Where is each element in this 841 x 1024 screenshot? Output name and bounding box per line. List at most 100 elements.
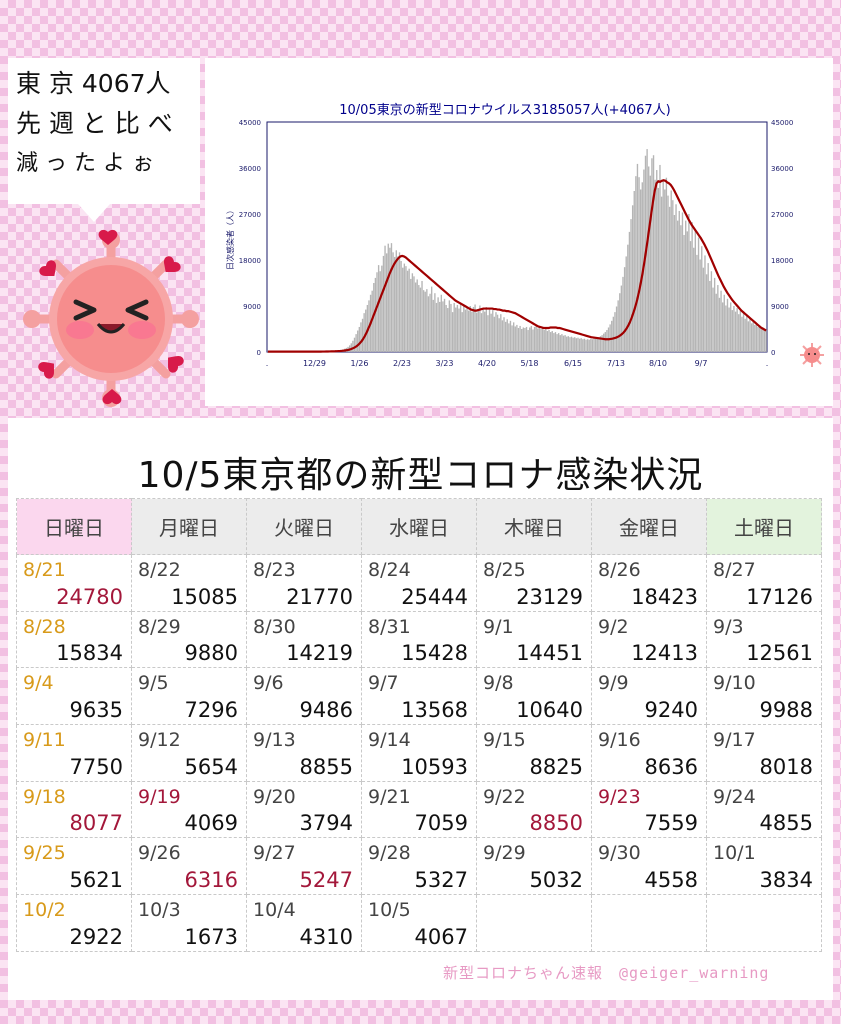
bar bbox=[752, 320, 754, 352]
bar bbox=[567, 336, 570, 352]
bar bbox=[508, 323, 510, 352]
bar bbox=[453, 302, 455, 352]
cell-value: 4310 bbox=[299, 924, 353, 949]
bar bbox=[530, 325, 533, 352]
cell-date: 8/31 bbox=[368, 615, 411, 638]
bar bbox=[479, 305, 481, 352]
cell-value: 21770 bbox=[286, 584, 353, 609]
bar bbox=[461, 312, 463, 352]
day-cell: 9/10 9988 bbox=[706, 667, 822, 726]
x-tick-label: 1/26 bbox=[351, 359, 369, 368]
cell-value: 5327 bbox=[414, 868, 468, 893]
table-row: 10/2 2922 10/3 1673 10/4 4310 10/5 4067 bbox=[16, 894, 822, 952]
cell-date: 9/28 bbox=[368, 842, 411, 865]
bar bbox=[556, 334, 558, 352]
bar bbox=[574, 337, 576, 352]
day-cell: 8/21 24780 bbox=[16, 554, 132, 612]
bar bbox=[553, 333, 555, 352]
cell-date: 9/23 bbox=[598, 785, 641, 808]
bar bbox=[670, 190, 672, 352]
bar bbox=[402, 267, 404, 352]
day-cell: 8/28 15834 bbox=[16, 610, 132, 669]
bar bbox=[395, 250, 397, 352]
bar bbox=[519, 325, 521, 352]
bar bbox=[612, 316, 615, 352]
bar bbox=[361, 318, 364, 352]
day-cell bbox=[476, 894, 592, 952]
bar bbox=[562, 335, 565, 352]
cell-value: 15428 bbox=[401, 641, 468, 666]
bar bbox=[429, 293, 431, 352]
bar bbox=[554, 332, 557, 352]
bar bbox=[627, 244, 629, 352]
bar bbox=[648, 166, 650, 352]
headline-bubble: 東 京 4067人 先 週 と 比 べ 減 っ た よ ぉ bbox=[8, 58, 200, 222]
cell-date: 9/5 bbox=[138, 672, 169, 695]
day-cell: 9/21 7059 bbox=[361, 780, 477, 839]
cell-date: 9/20 bbox=[253, 785, 296, 808]
bars-group bbox=[267, 149, 767, 352]
day-cell: 9/13 8855 bbox=[246, 724, 362, 782]
bar bbox=[710, 271, 713, 352]
bar bbox=[524, 327, 526, 352]
bar bbox=[414, 282, 417, 352]
bar bbox=[411, 273, 414, 352]
bar bbox=[696, 254, 698, 352]
bar bbox=[577, 337, 579, 352]
header-thursday: 木曜日 bbox=[476, 498, 592, 555]
bar bbox=[659, 164, 661, 352]
table-row: 8/28 15834 8/29 9880 8/30 14219 8/31 15428 9/1 14… bbox=[16, 610, 822, 669]
bar bbox=[713, 277, 716, 352]
cell-value: 9486 bbox=[299, 698, 353, 723]
bar bbox=[730, 302, 732, 352]
cell-date: 9/3 bbox=[713, 615, 744, 638]
table-row: 9/11 7750 9/12 5654 9/13 8855 9/14 10593 9/15 882… bbox=[16, 724, 822, 782]
bar bbox=[664, 189, 666, 352]
day-cell: 8/29 9880 bbox=[131, 610, 247, 669]
daily-cases-chart: 10/05東京の新型コロナウイルス3185057人(+4067人) 0 9000 1… bbox=[225, 102, 793, 368]
cell-date: 9/9 bbox=[598, 672, 629, 695]
bar bbox=[538, 326, 541, 352]
cell-date: 9/2 bbox=[598, 615, 629, 638]
bar bbox=[617, 300, 619, 352]
bar bbox=[403, 263, 406, 352]
day-cell: 10/5 4067 bbox=[361, 894, 477, 952]
bar bbox=[463, 305, 465, 352]
bar bbox=[678, 210, 680, 352]
day-cell: 9/12 5654 bbox=[131, 724, 247, 782]
cell-date: 9/27 bbox=[253, 842, 296, 865]
cell-date: 9/21 bbox=[368, 785, 411, 808]
bar bbox=[623, 267, 626, 352]
day-cell: 9/18 8077 bbox=[16, 780, 132, 839]
bar bbox=[741, 316, 743, 352]
bar bbox=[673, 215, 676, 352]
day-cell bbox=[706, 894, 822, 952]
bar bbox=[701, 246, 703, 352]
bar bbox=[416, 279, 418, 352]
bar bbox=[540, 329, 542, 352]
bar bbox=[672, 200, 674, 352]
bar bbox=[619, 293, 621, 352]
x-tick-label: 4/20 bbox=[478, 359, 496, 368]
cell-date: 9/10 bbox=[713, 672, 756, 695]
day-cell: 9/9 9240 bbox=[591, 667, 707, 726]
bar bbox=[561, 334, 563, 352]
bar bbox=[596, 337, 598, 352]
bar bbox=[721, 302, 724, 352]
bar bbox=[500, 314, 502, 352]
table-title: 10/5東京都の新型コロナ感染状況 bbox=[137, 455, 704, 496]
bar bbox=[638, 177, 640, 352]
day-cell: 9/19 4069 bbox=[131, 780, 247, 839]
cell-value: 8077 bbox=[69, 811, 123, 836]
bar bbox=[693, 247, 695, 352]
day-cell: 9/8 10640 bbox=[476, 667, 592, 726]
header-tuesday: 火曜日 bbox=[246, 498, 362, 555]
day-cell: 8/30 14219 bbox=[246, 610, 362, 669]
virus-mascot-icon bbox=[23, 229, 199, 407]
bar bbox=[533, 326, 536, 352]
bar bbox=[447, 308, 449, 352]
bar bbox=[355, 334, 357, 352]
y-tick-label: 45000 bbox=[771, 119, 793, 127]
day-cell: 9/17 8018 bbox=[706, 724, 822, 782]
bar bbox=[705, 274, 708, 352]
